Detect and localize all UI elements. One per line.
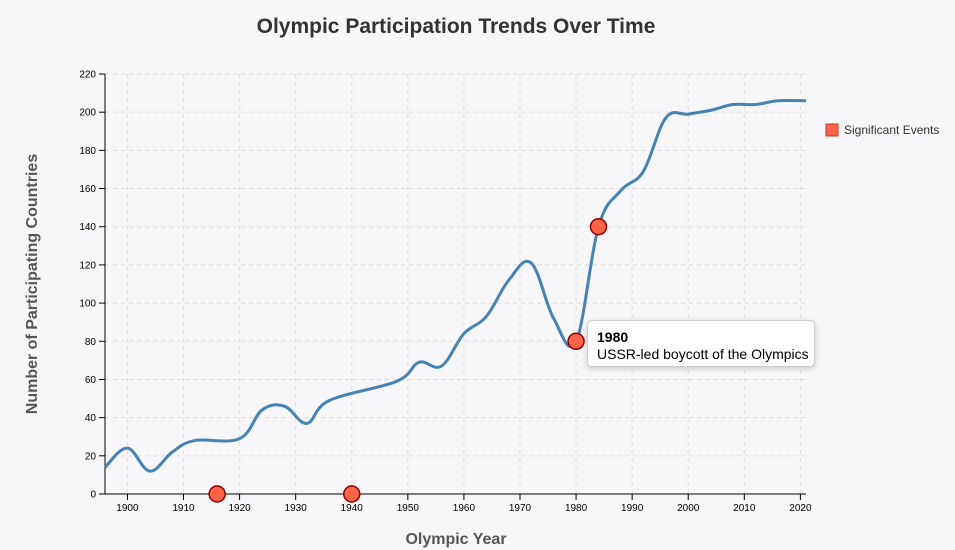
tooltip-year: 1980 (597, 329, 629, 345)
legend-label: Significant Events (844, 123, 939, 137)
x-tick-label: 2010 (733, 503, 756, 514)
y-tick-label: 200 (79, 108, 96, 119)
x-tick-label: 1950 (397, 503, 420, 514)
tooltip-text: USSR-led boycott of the Olympics (597, 346, 809, 362)
x-tick-label: 2000 (677, 503, 700, 514)
event-marker[interactable] (589, 217, 608, 236)
x-tick-label: 1990 (621, 503, 644, 514)
x-tick-label: 1940 (341, 503, 364, 514)
grid (105, 73, 806, 495)
participation-line (103, 98, 807, 473)
x-tick-label: 2020 (789, 503, 812, 514)
event-marker[interactable] (208, 485, 226, 503)
y-tick-label: 140 (79, 222, 96, 233)
axes: 0 20 40 60 80 100 120 140 160 180 200 220 1900 1910 19… (79, 70, 812, 515)
y-axis-label: Number of Participating Countries (24, 154, 41, 415)
legend: Significant Events (825, 123, 939, 137)
y-tick-label: 220 (79, 70, 96, 81)
y-tick-label: 0 (90, 490, 96, 501)
x-tick-label: 1910 (172, 503, 195, 514)
y-tick-label: 180 (79, 146, 96, 157)
x-tick-label: 1930 (285, 503, 308, 514)
event-tooltip: 1980 USSR-led boycott of the Olympics (587, 320, 815, 367)
event-marker[interactable] (567, 332, 585, 351)
event-marker[interactable] (343, 485, 361, 503)
y-tick-label: 80 (85, 337, 97, 348)
x-tick-label: 1970 (509, 503, 532, 514)
y-tick-label: 40 (85, 413, 97, 424)
y-tick-label: 160 (79, 184, 96, 195)
y-tick-label: 60 (85, 375, 97, 386)
y-tick-label: 120 (79, 260, 96, 271)
y-tick-label: 20 (85, 451, 97, 462)
x-tick-label: 1980 (565, 503, 588, 514)
event-markers (208, 217, 608, 503)
chart-title: Olympic Participation Trends Over Time (257, 15, 656, 38)
legend-swatch (825, 123, 839, 137)
x-tick-label: 1900 (116, 503, 139, 514)
x-tick-label: 1920 (228, 503, 251, 514)
y-tick-label: 100 (79, 299, 96, 310)
x-tick-label: 1960 (453, 503, 476, 514)
x-axis-label: Olympic Year (405, 531, 506, 548)
